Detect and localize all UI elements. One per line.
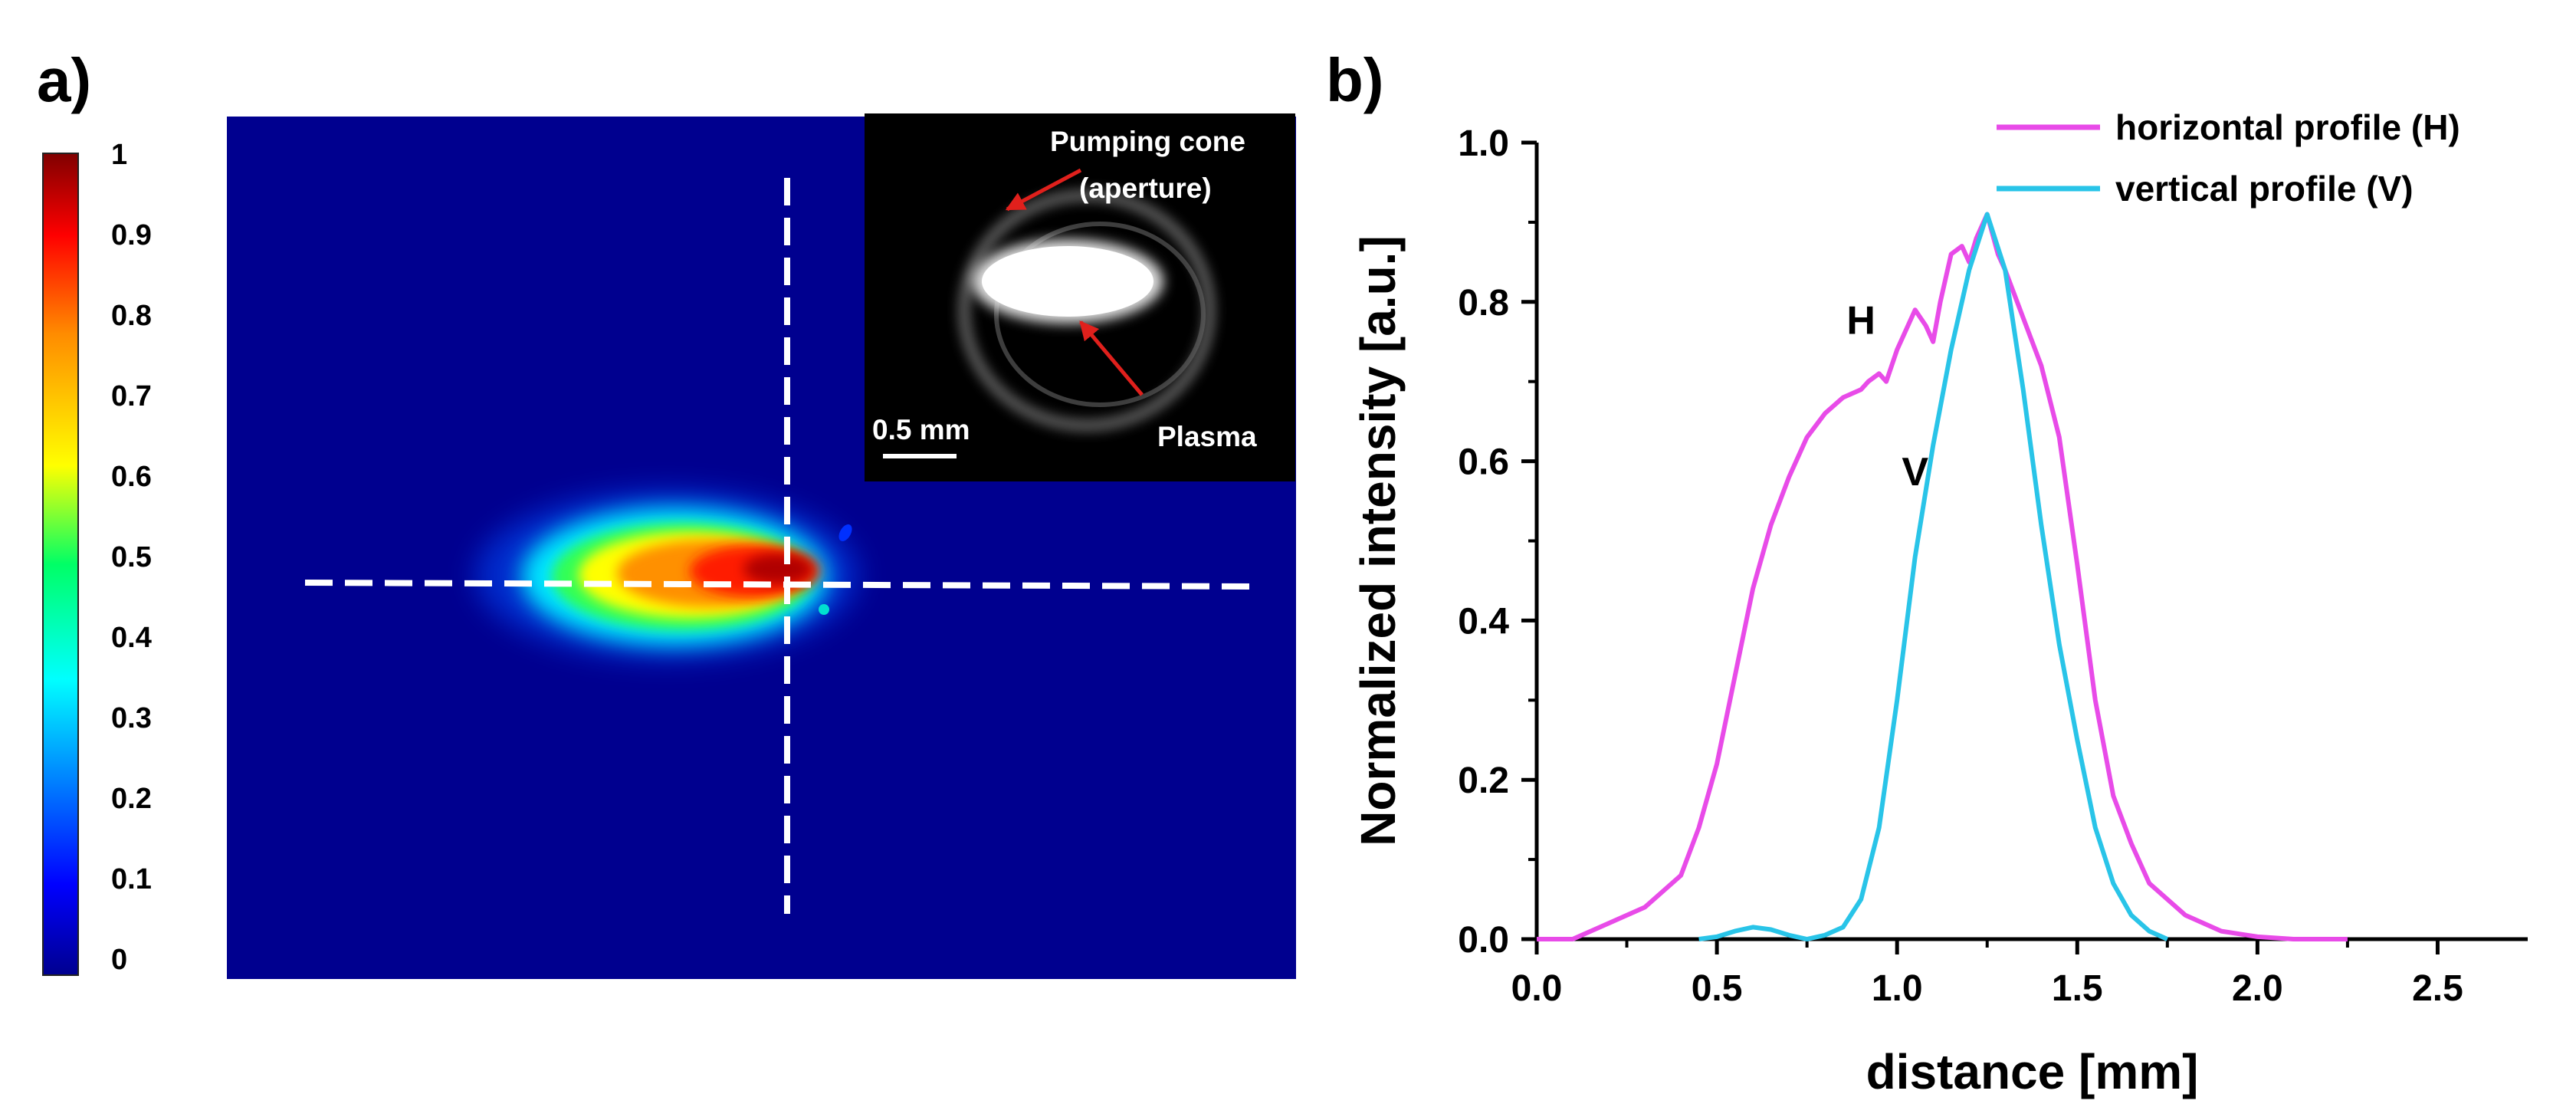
colorbar-tick-label: 0.7	[111, 380, 152, 412]
y-tick-label: 0.4	[1458, 601, 1509, 642]
colorbar-tick-label: 0	[111, 944, 127, 976]
colorbar-tick-label: 0.9	[111, 219, 152, 251]
series-line-horizontal	[1537, 212, 2348, 941]
legend-entry-label: horizontal profile (H)	[2115, 107, 2460, 147]
panel-b-label: b)	[1326, 46, 1384, 114]
colorbar-tick-label: 1	[111, 139, 127, 171]
chart-legend: horizontal profile (H) vertical profile (…	[1997, 107, 2460, 209]
series-line-vertical	[1698, 212, 2169, 941]
series-annotation-h: H	[1846, 298, 1875, 343]
y-tick-label: 0.2	[1458, 761, 1509, 801]
colorbar-tick-label: 0.2	[111, 783, 152, 815]
y-tick-label: 0.6	[1458, 442, 1509, 483]
series-annotation-v: V	[1902, 450, 1928, 494]
colorbar-tick-label: 0.1	[111, 863, 152, 895]
cone-arrow	[1005, 168, 1082, 212]
colorbar-tick-label: 0.3	[111, 702, 152, 734]
inset-label-cone-2: (aperture)	[1079, 172, 1212, 204]
legend-entry-label: vertical profile (V)	[2115, 169, 2414, 209]
x-tick-label: 0.0	[1511, 968, 1563, 1009]
x-tick-label: 2.0	[2232, 968, 2283, 1009]
aperture-ring-inner	[994, 222, 1206, 407]
x-tick-label: 1.5	[2052, 968, 2103, 1009]
panel-b: b) 0.00.20.40.60.81.00.0 0.5 1.0 1.5 2.0 2.5 …	[1326, 46, 2528, 1099]
panel-a-label: a)	[37, 46, 91, 114]
colorbar-gradient	[42, 153, 79, 976]
chart-annotations: HV	[1846, 298, 1928, 494]
y-tick-label: 0.8	[1458, 283, 1509, 324]
inset-camera-image: Pumping cone (aperture) Plasma 0.5 mm	[865, 113, 1295, 481]
plasma-core	[982, 246, 1153, 317]
heatmap-core	[743, 554, 812, 584]
colorbar: 1 0.9 0.8 0.7 0.6 0.5 0.4 0.3 0.2 0.1 0	[42, 139, 152, 976]
panel-a: a) 1 0.9 0.8 0.7 0.6 0.5 0.4 0.3 0.2 0.1 0	[37, 46, 1296, 979]
colorbar-tick-labels: 1 0.9 0.8 0.7 0.6 0.5 0.4 0.3 0.2 0.1 0	[111, 139, 152, 976]
colorbar-tick-label: 0.4	[111, 622, 152, 654]
x-tick-label: 0.5	[1692, 968, 1743, 1009]
colorbar-tick-label: 0.6	[111, 461, 152, 493]
x-axis-label: distance [mm]	[1866, 1044, 2199, 1099]
inset-label-plasma: Plasma	[1157, 421, 1257, 452]
aperture-ring	[959, 190, 1215, 431]
x-tick-label: 1.0	[1872, 968, 1923, 1009]
y-axis-label: Normalized intensity [a.u.]	[1350, 235, 1406, 846]
y-tick-label: 1.0	[1458, 123, 1509, 164]
heatmap-speck	[819, 604, 829, 615]
colorbar-tick-label: 0.8	[111, 300, 152, 332]
y-tick-label: 0.0	[1458, 920, 1509, 961]
x-tick-label: 2.5	[2412, 968, 2463, 1009]
scale-bar-label: 0.5 mm	[872, 414, 970, 445]
inset-label-cone-1: Pumping cone	[1050, 126, 1245, 157]
line-chart: 0.00.20.40.60.81.00.0 0.5 1.0 1.5 2.0 2.5 HV …	[1350, 107, 2528, 1099]
colorbar-tick-label: 0.5	[111, 541, 152, 573]
plasma-arrow	[1079, 320, 1144, 396]
chart-series	[1537, 212, 2348, 941]
chart-axes: 0.0 0.2 0.4 0.6 0.8 1.0 0.0 0.5 1.0 1.5 2.0 2.5	[1458, 123, 2528, 1009]
heatmap-speck	[838, 524, 852, 541]
